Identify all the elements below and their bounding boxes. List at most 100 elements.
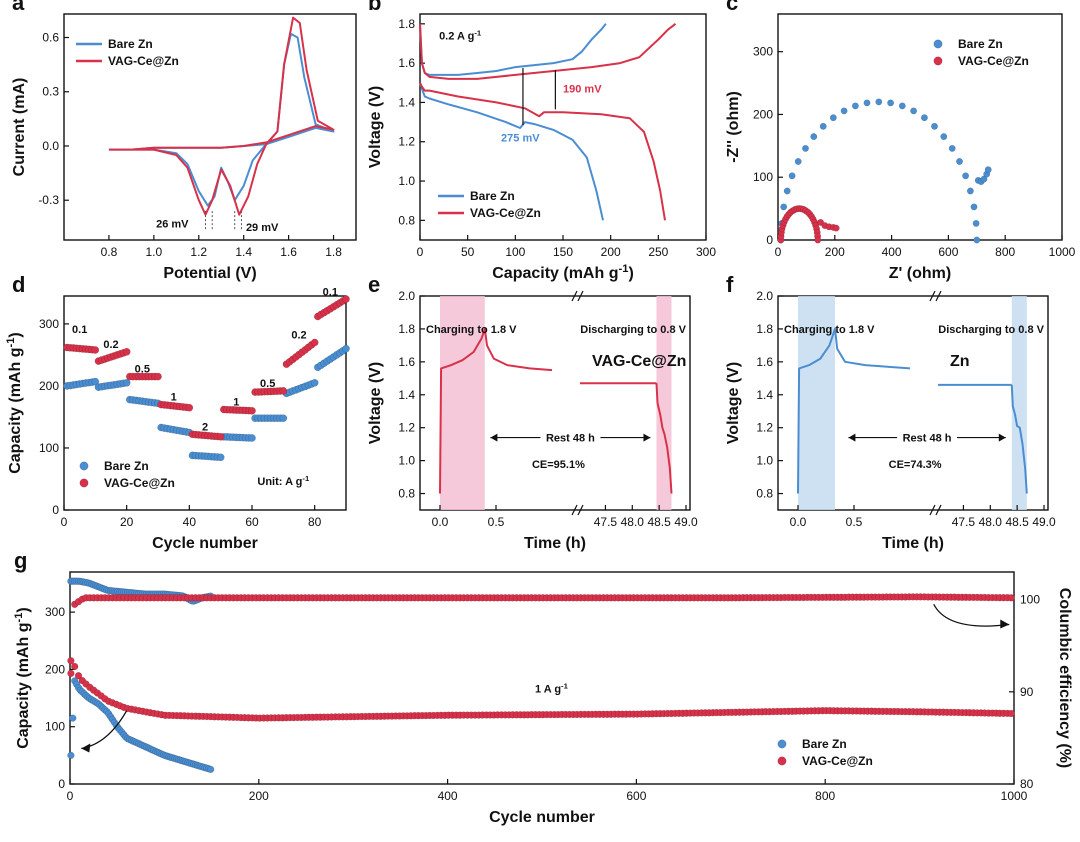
- panel-label-g: g: [14, 548, 27, 573]
- legend-label: Bare Zn: [104, 459, 149, 473]
- y-tick-label: 0.3: [42, 85, 59, 99]
- y-right-tick-label: 80: [1020, 777, 1034, 791]
- x-tick-label: 1000: [1049, 245, 1076, 259]
- nyquist-point-bare: [829, 114, 837, 122]
- cycle-point-0: [207, 765, 215, 774]
- x-tick-label: 0: [417, 245, 424, 259]
- x-axis-label: Time (h): [882, 535, 944, 552]
- x-tick-label: 800: [815, 789, 835, 803]
- rate-label: 0.2: [291, 329, 306, 341]
- x-tick-label: 600: [938, 245, 958, 259]
- arrow-head-left: [81, 743, 91, 753]
- y-tick-label: 1.4: [398, 95, 415, 109]
- ce-label: CE=74.3%: [889, 459, 942, 471]
- y-right-tick-label: 90: [1020, 685, 1034, 699]
- annotation-190mv: 190 mV: [563, 84, 602, 96]
- x-tick-label: 100: [505, 245, 525, 259]
- x-tick-label: 1000: [1001, 789, 1028, 803]
- rate-label: 0.1: [323, 287, 338, 299]
- nyquist-point-bare: [802, 144, 809, 152]
- y-tick-label: 1.0: [398, 454, 415, 468]
- y-tick-label: 0: [766, 233, 773, 247]
- x-tick-label: 1.0: [146, 245, 163, 259]
- x-tick-label: 1.8: [325, 245, 342, 259]
- charge-curve: [797, 327, 911, 494]
- x-tick-label: 48.5: [1005, 515, 1029, 529]
- rest-label-bg: [897, 429, 958, 446]
- current-density-label: 1 A g-1: [535, 681, 569, 696]
- nyquist-point-vag: [832, 224, 840, 232]
- x-axis-label: Time (h): [524, 535, 586, 552]
- x-tick-label: 1.4: [235, 245, 252, 259]
- legend-label: Bare Zn: [470, 189, 515, 203]
- nyquist-point-bare: [794, 158, 802, 165]
- x-tick-label: 0.0: [432, 515, 449, 529]
- nyquist-point-bare: [851, 102, 859, 110]
- x-tick-label: 20: [120, 515, 134, 529]
- nyquist-point-bare: [819, 122, 827, 130]
- nyquist-point-bare: [980, 175, 988, 183]
- rest-label: Rest 48 h: [903, 433, 952, 445]
- charging-highlight: [440, 296, 485, 510]
- rate-label: 1: [233, 396, 239, 408]
- x-tick-label: 600: [626, 789, 646, 803]
- annotation-275mv: 275 mV: [501, 133, 540, 145]
- arrow-head-right: [1000, 619, 1010, 629]
- x-tick-label: 80: [308, 515, 322, 529]
- rate-point-vag: [216, 432, 225, 441]
- rate-point-bare: [216, 453, 225, 462]
- sample-label: VAG-Ce@Zn: [592, 353, 686, 370]
- y-tick-label: 0.8: [756, 487, 773, 501]
- y-axis-label: Voltage (V): [367, 86, 384, 168]
- nyquist-point-vag: [814, 236, 822, 244]
- x-axis-label: Z' (ohm): [889, 265, 951, 282]
- legend-swatch: [777, 756, 787, 766]
- cycle-point-3: [67, 669, 75, 678]
- rate-point-vag: [342, 295, 350, 303]
- rest-label: Rest 48 h: [546, 433, 595, 445]
- x-tick-label: 0.0: [790, 515, 807, 529]
- rate-label: 0.5: [260, 378, 275, 390]
- rate-label: 0.2: [103, 339, 118, 351]
- legend-label: Bare Zn: [958, 37, 1003, 51]
- x-tick-label: 0.5: [846, 515, 863, 529]
- y-tick-label: 200: [39, 379, 59, 393]
- arrow-to-right-axis: [933, 603, 1010, 627]
- rate-point-vag: [310, 338, 319, 347]
- nyquist-point-bare: [810, 133, 818, 141]
- panel-c: c 0 200 400 600 800 1000 0 100 200 300 Z' (ohm) -Z''…: [725, 0, 1076, 282]
- rate-point-bare: [342, 344, 350, 353]
- rate-point-vag: [279, 387, 288, 395]
- y-tick-label: 2.0: [756, 289, 773, 303]
- y-tick-label: 200: [45, 662, 65, 676]
- annotation-29mv: 29 mV: [246, 222, 279, 234]
- y-axis-label: Current (mA): [11, 78, 28, 177]
- y-axis-label: -Z'' (ohm): [725, 91, 742, 163]
- nyquist-point-bare: [948, 144, 956, 152]
- y-tick-label: 1.0: [756, 454, 773, 468]
- panel-g-frame: [69, 571, 1015, 785]
- y-right-axis-label: Columbic efficiency (%): [1056, 588, 1073, 768]
- cv-curve-vag: [108, 16, 335, 216]
- x-axis-label: Potential (V): [163, 265, 256, 282]
- y-tick-label: 1.6: [398, 355, 415, 369]
- rate-point-bare: [91, 377, 100, 386]
- panel-e: e 0.8 1.0 1.2 1.4 1.6 1.8 2.0 Time (h) Voltage (V…: [367, 272, 698, 552]
- y-tick-label: 100: [45, 720, 65, 734]
- x-tick-label: 0: [61, 515, 68, 529]
- x-tick-label: 200: [601, 245, 621, 259]
- panel-e-frame: [419, 295, 691, 511]
- y-tick-label: 1.6: [756, 355, 773, 369]
- nyquist-point-bare: [962, 172, 970, 180]
- y-tick-label: 300: [39, 317, 59, 331]
- y-tick-label: 1.2: [398, 135, 415, 149]
- legend-label: VAG-Ce@Zn: [104, 476, 175, 490]
- rate-point-vag: [91, 346, 100, 354]
- panel-label-a: a: [12, 0, 25, 15]
- rate-point-bare: [122, 378, 131, 387]
- charging-annotation: Charging to 1.8 V: [426, 324, 517, 336]
- nyquist-point-bare: [931, 122, 938, 130]
- x-tick-label: 0: [67, 789, 74, 803]
- x-tick-label: 47.5: [594, 515, 618, 529]
